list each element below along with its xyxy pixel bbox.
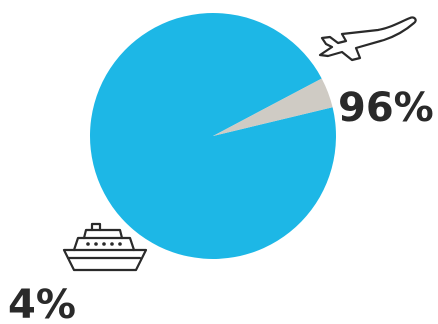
cruise-ship-icon	[62, 222, 148, 272]
slice-label-airplane: 96%	[338, 85, 434, 131]
slice-airplane	[89, 12, 336, 259]
slice-label-ship: 4%	[8, 282, 76, 324]
slice-ship	[213, 78, 333, 136]
airplane-icon	[318, 16, 417, 62]
pie-slices	[89, 12, 336, 259]
